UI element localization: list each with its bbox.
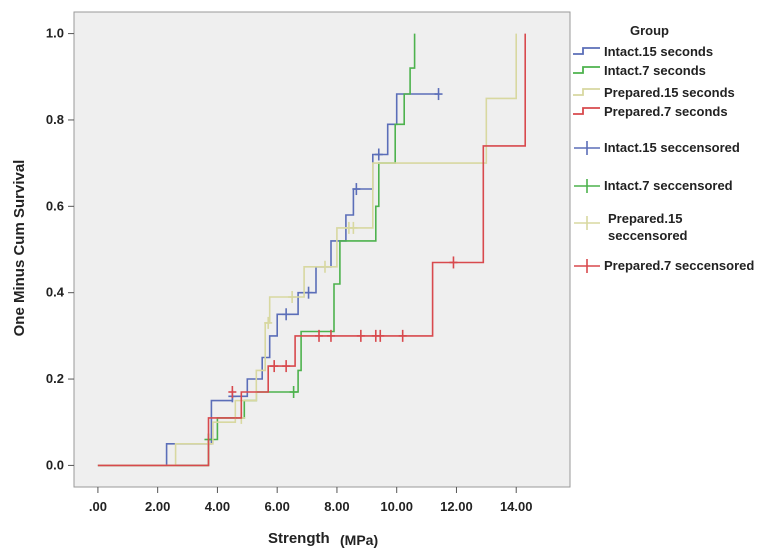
legend-title: Group bbox=[630, 23, 669, 38]
legend-label: Intact.15 seconds bbox=[604, 44, 713, 59]
x-tick-label: 14.00 bbox=[500, 499, 533, 514]
legend-censor-label: Prepared.15 seccensored bbox=[608, 211, 688, 243]
x-tick-label: 6.00 bbox=[265, 499, 290, 514]
plot-area bbox=[73, 11, 571, 488]
legend: Group Intact.15 seconds Intact.7 seconds P… bbox=[573, 23, 754, 273]
legend-line-swatch bbox=[573, 66, 600, 74]
legend-label: Intact.7 seconds bbox=[604, 63, 706, 78]
legend-label: Prepared.15 seconds bbox=[604, 85, 735, 100]
legend-label: Prepared.7 seconds bbox=[604, 104, 728, 119]
x-tick-label: 12.00 bbox=[440, 499, 473, 514]
y-tick-label: 0.8 bbox=[46, 112, 64, 127]
y-tick-label: 0.2 bbox=[46, 371, 64, 386]
series-line-3 bbox=[97, 33, 527, 467]
legend-line-swatch bbox=[573, 107, 600, 115]
legend-censor-label: Intact.15 seccensored bbox=[604, 140, 740, 155]
x-tick-label: 8.00 bbox=[324, 499, 349, 514]
y-tick-label: 0.6 bbox=[46, 198, 64, 213]
y-axis: 0.0 0.2 0.4 0.6 0.8 1.0 bbox=[46, 26, 74, 472]
legend-line-swatch bbox=[573, 47, 600, 55]
legend-censor-label: Prepared.7 seccensored bbox=[604, 258, 754, 273]
x-tick-label: 2.00 bbox=[145, 499, 170, 514]
legend-censor-label: Intact.7 seccensored bbox=[604, 178, 733, 193]
legend-line-swatch bbox=[573, 88, 600, 96]
x-tick-label: 4.00 bbox=[205, 499, 230, 514]
x-axis-unit: (MPa) bbox=[340, 532, 378, 548]
x-axis: .00 2.00 4.00 6.00 8.00 10.00 12.00 14.00 bbox=[89, 487, 533, 514]
y-tick-label: 1.0 bbox=[46, 26, 64, 41]
x-axis-title: Strength bbox=[268, 530, 330, 547]
x-tick-label: .00 bbox=[89, 499, 107, 514]
x-tick-label: 10.00 bbox=[380, 499, 413, 514]
y-tick-label: 0.4 bbox=[46, 285, 65, 300]
series-layer bbox=[97, 33, 527, 467]
y-axis-title: One Minus Cum Survival bbox=[11, 160, 28, 337]
y-tick-label: 0.0 bbox=[46, 457, 64, 472]
